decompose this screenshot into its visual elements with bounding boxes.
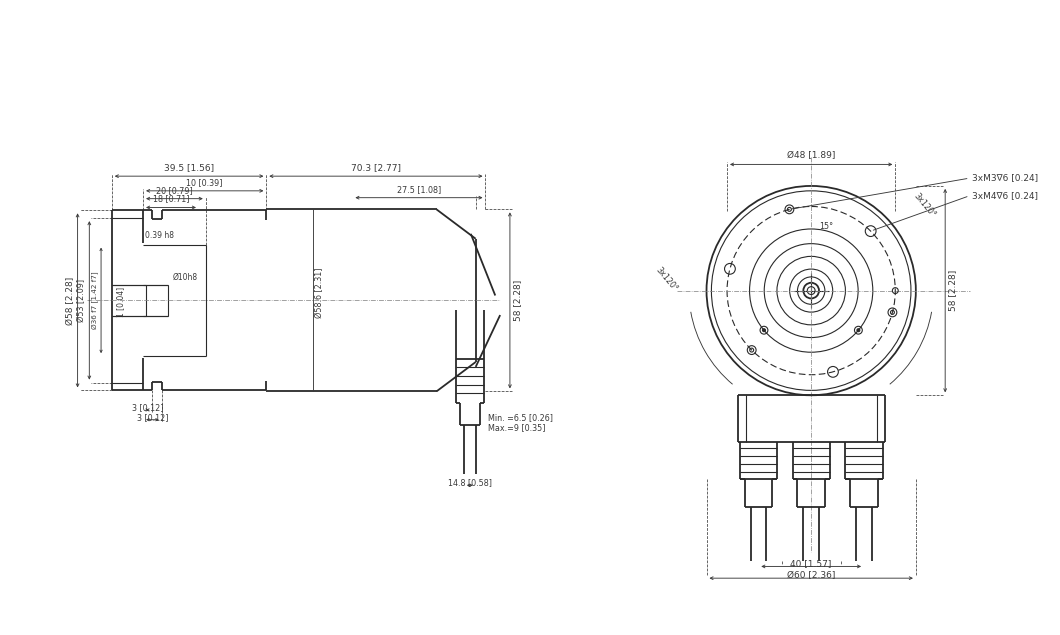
Text: 3 [0.12]: 3 [0.12]: [137, 413, 169, 422]
Text: Ø53 [2.09]: Ø53 [2.09]: [77, 279, 86, 322]
Text: 58 [2.28]: 58 [2.28]: [948, 270, 957, 311]
Text: 39.5 [1.56]: 39.5 [1.56]: [164, 163, 214, 172]
Text: 0.39 h8: 0.39 h8: [145, 231, 174, 240]
Text: 27.5 [1.08]: 27.5 [1.08]: [396, 185, 441, 194]
Text: Max.=9 [0.35]: Max.=9 [0.35]: [489, 423, 546, 432]
Text: 1 [0.04]: 1 [0.04]: [116, 287, 125, 318]
Text: Ø36 f7 [1.42 f7]: Ø36 f7 [1.42 f7]: [91, 272, 99, 329]
Text: 70.3 [2.77]: 70.3 [2.77]: [351, 163, 401, 172]
Text: Ø10h8: Ø10h8: [173, 273, 197, 282]
Text: 40 [1.57]: 40 [1.57]: [791, 559, 832, 568]
Text: 58 [2.28]: 58 [2.28]: [513, 280, 522, 321]
Text: 15°: 15°: [819, 222, 833, 231]
Text: Ø48 [1.89]: Ø48 [1.89]: [787, 152, 835, 161]
Text: 10 [0.39]: 10 [0.39]: [187, 178, 223, 187]
Circle shape: [762, 329, 765, 331]
Circle shape: [856, 329, 860, 331]
Text: Ø60 [2.36]: Ø60 [2.36]: [787, 571, 835, 580]
Text: 3x120°: 3x120°: [654, 265, 679, 293]
Text: 3x120°: 3x120°: [913, 192, 938, 220]
Text: Ø58 [2.28]: Ø58 [2.28]: [66, 276, 74, 324]
Text: 3xM3∇6 [0.24]: 3xM3∇6 [0.24]: [972, 173, 1038, 183]
Text: Ø58.6 [2.31]: Ø58.6 [2.31]: [315, 267, 324, 318]
Text: Min. =6.5 [0.26]: Min. =6.5 [0.26]: [489, 413, 553, 422]
Text: 3 [0.12]: 3 [0.12]: [131, 403, 163, 412]
Text: 14.8 [0.58]: 14.8 [0.58]: [447, 478, 492, 487]
Text: 3xM4∇6 [0.24]: 3xM4∇6 [0.24]: [972, 191, 1038, 200]
Text: 20 [0.79]: 20 [0.79]: [156, 186, 193, 195]
Text: 18 [0.71]: 18 [0.71]: [153, 194, 190, 204]
